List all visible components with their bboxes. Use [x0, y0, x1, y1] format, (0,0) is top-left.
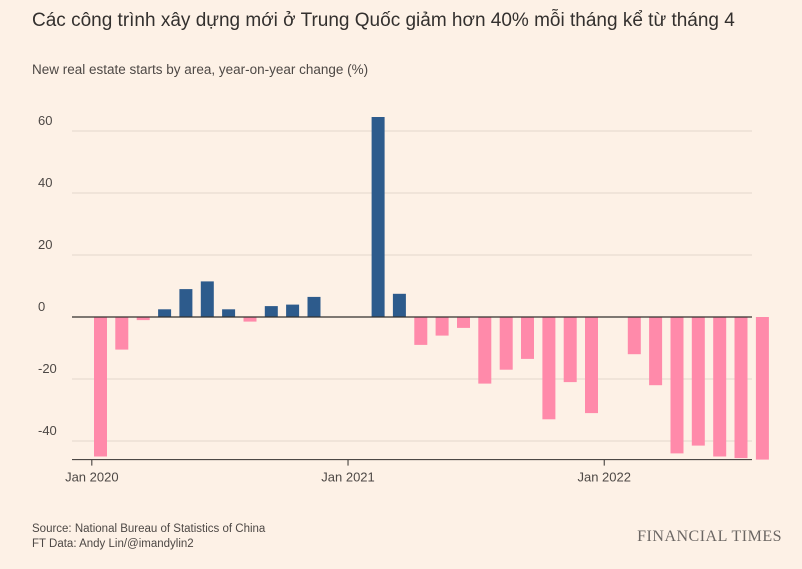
bar-2022-08 [755, 317, 769, 460]
bar-2022-06 [713, 317, 727, 457]
bar-2021-07 [478, 317, 492, 384]
bar-2022-05 [691, 317, 705, 446]
bar-2021-04 [414, 317, 428, 345]
bar-2022-04 [670, 317, 684, 454]
y-tick-label: 0 [38, 299, 45, 314]
bar-2020-02 [115, 317, 129, 350]
y-tick-label: -20 [38, 361, 57, 376]
brand-logo: FINANCIAL TIMES [637, 528, 782, 545]
x-tick-label: Jan 2020 [65, 470, 119, 485]
axis-layer: 60 40 20 0 -20 -40 Jan 2020 Jan 2021 Jan 2022 [38, 113, 752, 485]
bar-2022-07 [734, 317, 748, 459]
x-tick-label: Jan 2021 [321, 470, 375, 485]
bar-layer [94, 117, 769, 460]
x-tick-label: Jan 2022 [577, 470, 631, 485]
bar-2020-06 [200, 281, 214, 317]
bar-2020-04 [158, 309, 172, 318]
bar-2021-06 [457, 317, 470, 328]
bar-2021-05 [435, 317, 449, 336]
bar-2021-03 [392, 293, 406, 318]
y-tick-label: -40 [38, 423, 57, 438]
bar-2022-02 [627, 317, 641, 355]
bar-2020-09 [264, 306, 278, 317]
bar-2021-08 [499, 317, 513, 370]
bar-2020-07 [222, 309, 236, 318]
bar-2021-12 [585, 317, 598, 414]
bar-2020-05 [179, 289, 193, 317]
bar-2020-10 [286, 304, 300, 317]
bar-2021-10 [542, 317, 556, 420]
bar-2021-02 [371, 117, 385, 317]
footer: Source: National Bureau of Statistics of… [32, 522, 265, 552]
bar-2021-09 [521, 317, 534, 359]
bar-2020-01 [94, 317, 107, 457]
grid-layer [72, 130, 752, 442]
bar-2020-11 [307, 296, 321, 317]
credit-note: FT Data: Andy Lin/@imandylin2 [32, 538, 194, 550]
y-tick-label: 60 [38, 113, 52, 128]
chart-subtitle: New real estate starts by area, year-on-… [32, 62, 369, 77]
bar-2022-03 [649, 317, 663, 386]
y-tick-label: 40 [38, 175, 52, 190]
bar-2020-08 [243, 317, 257, 322]
bar-2020-03 [136, 317, 150, 321]
source-note: Source: National Bureau of Statistics of… [32, 523, 266, 535]
chart-title: Các công trình xây dựng mới ở Trung Quốc… [32, 10, 735, 31]
bar-2021-11 [563, 317, 577, 383]
y-tick-label: 20 [38, 237, 52, 252]
